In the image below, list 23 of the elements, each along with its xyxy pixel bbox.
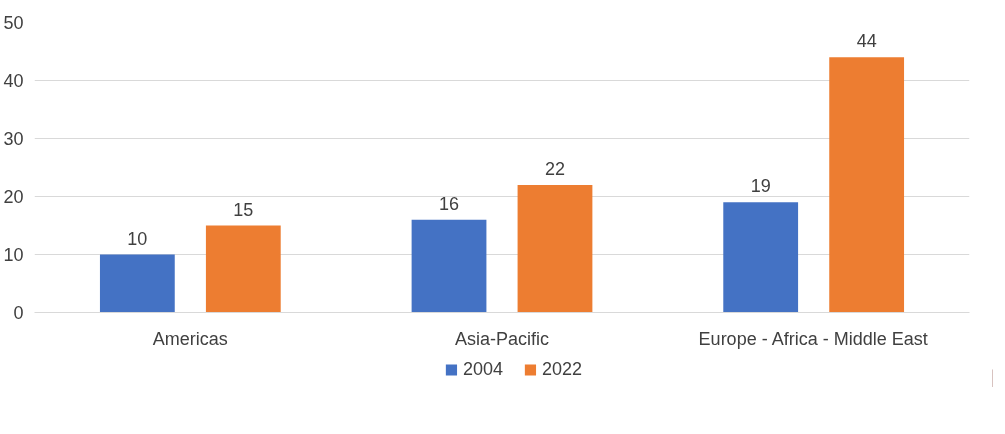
data-label: 22	[544, 158, 565, 179]
x-tick-label: Asia-Pacific	[454, 328, 550, 349]
y-tick-label: 10	[3, 245, 24, 265]
legend-label: 2004	[462, 358, 503, 380]
bar	[829, 57, 905, 313]
data-label: 10	[127, 228, 148, 249]
legend-label: 2022	[542, 358, 583, 380]
y-tick-label: 30	[3, 129, 24, 149]
bar	[205, 225, 281, 313]
bar	[517, 184, 593, 313]
x-tick-label: Americas	[152, 328, 228, 349]
bar	[411, 219, 487, 313]
data-label: 15	[233, 199, 254, 220]
data-label: 16	[439, 193, 460, 214]
y-tick-label: 50	[3, 13, 24, 33]
bar	[99, 254, 175, 313]
y-tick-label: 20	[3, 187, 24, 207]
y-tick-label: 40	[3, 71, 24, 91]
y-tick-label: 0	[13, 303, 24, 323]
bar	[723, 202, 799, 313]
data-label: 44	[856, 31, 877, 52]
x-tick-label: Europe - Africa - Middle East	[698, 328, 928, 349]
data-label: 19	[750, 176, 771, 197]
